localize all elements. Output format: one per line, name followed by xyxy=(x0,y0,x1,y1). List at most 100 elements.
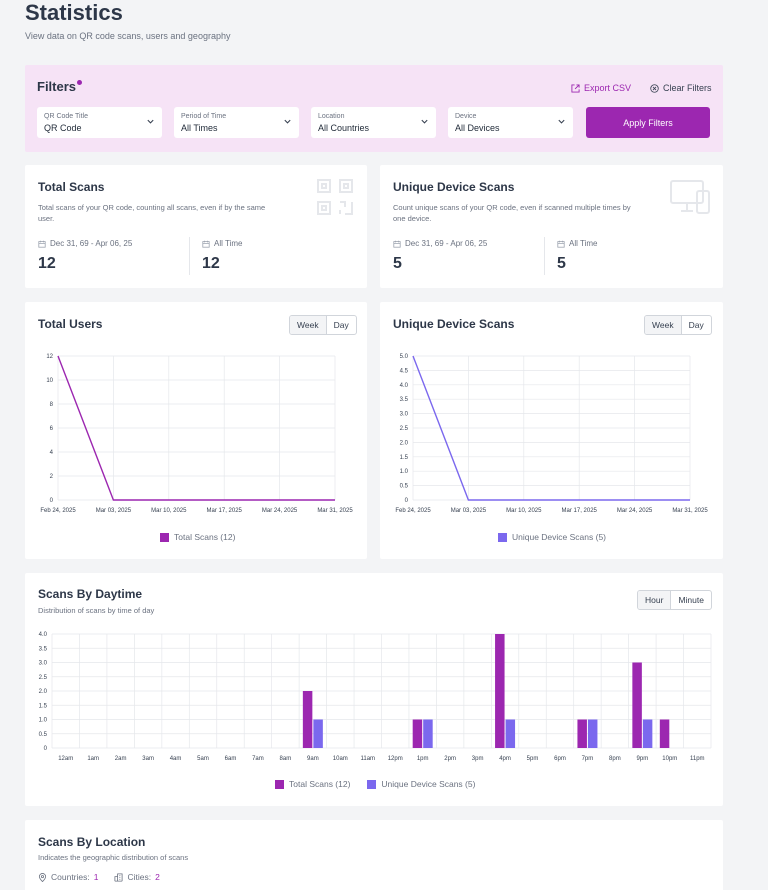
x-tick-label: 11am xyxy=(360,756,375,762)
x-tick-label: Mar 10, 2025 xyxy=(151,508,187,514)
export-csv-link[interactable]: Export CSV xyxy=(571,83,631,93)
bar xyxy=(302,691,313,748)
x-tick-label: 5am xyxy=(197,756,209,762)
calendar-icon xyxy=(38,240,46,248)
x-tick-label: 6pm xyxy=(554,756,566,762)
stat-divider xyxy=(189,237,190,275)
bar xyxy=(505,719,516,748)
x-tick-label: 10pm xyxy=(662,756,677,762)
hour-toggle-button[interactable]: Hour xyxy=(638,591,671,609)
series-line xyxy=(57,355,335,501)
device-select[interactable]: Device All Devices xyxy=(448,107,573,138)
countries-value: 1 xyxy=(93,872,99,882)
y-tick-label: 2.0 xyxy=(39,689,48,695)
x-tick-label: Mar 17, 2025 xyxy=(562,508,598,514)
qr-code-title-select[interactable]: QR Code Title QR Code xyxy=(37,107,162,138)
calendar-icon xyxy=(202,240,210,248)
x-tick-label: 9am xyxy=(307,756,319,762)
countries-label: Countries: xyxy=(51,872,90,882)
page-title: Statistics xyxy=(25,0,123,25)
select-label: Period of Time xyxy=(181,113,227,120)
legend-swatch xyxy=(275,779,284,789)
clear-filters-label: Clear Filters xyxy=(663,83,712,93)
y-tick-label: 3.5 xyxy=(400,397,409,403)
y-tick-label: 0 xyxy=(44,746,48,752)
x-tick-label: 12pm xyxy=(388,756,403,762)
period-of-time-select[interactable]: Period of Time All Times xyxy=(174,107,299,138)
card-title: Unique Device Scans xyxy=(393,180,515,194)
bar xyxy=(587,719,598,748)
x-tick-label: 6am xyxy=(225,756,237,762)
section-subtitle: Indicates the geographic distribution of… xyxy=(38,853,189,862)
all-time-stat-label: All Time xyxy=(557,239,597,248)
y-tick-label: 1.5 xyxy=(400,455,409,461)
x-tick-label: Feb 24, 2025 xyxy=(395,508,431,514)
y-tick-label: 6 xyxy=(50,426,54,432)
bar xyxy=(642,719,653,748)
day-toggle-button[interactable]: Day xyxy=(325,316,356,334)
select-label: QR Code Title xyxy=(44,113,88,120)
y-tick-label: 12 xyxy=(46,354,53,360)
bar xyxy=(659,719,670,748)
apply-filters-button[interactable]: Apply Filters xyxy=(586,107,710,138)
clear-filters-link[interactable]: Clear Filters xyxy=(650,83,712,93)
y-tick-label: 3.5 xyxy=(39,646,48,652)
y-tick-label: 8 xyxy=(50,402,54,408)
filters-title: Filters xyxy=(37,79,77,94)
legend-swatch xyxy=(367,779,377,789)
y-tick-label: 0 xyxy=(405,498,409,504)
week-day-toggle: Week Day xyxy=(644,315,712,335)
export-csv-label: Export CSV xyxy=(584,83,632,93)
filters-panel: Filters Export CSV Clear Filters QR Code… xyxy=(25,65,723,152)
x-tick-label: 1am xyxy=(87,756,99,762)
chart-title: Unique Device Scans xyxy=(393,317,515,331)
chevron-down-icon xyxy=(421,119,428,124)
x-tick-label: 11pm xyxy=(690,756,705,762)
minute-toggle-button[interactable]: Minute xyxy=(670,591,711,609)
date-range-value: 5 xyxy=(393,255,402,272)
x-tick-label: Mar 24, 2025 xyxy=(617,508,653,514)
y-tick-label: 2.5 xyxy=(400,426,409,432)
select-value: All Times xyxy=(181,123,218,133)
y-tick-label: 0 xyxy=(50,498,54,504)
select-value: All Devices xyxy=(455,123,500,133)
card-title: Total Scans xyxy=(38,180,105,194)
chevron-down-icon xyxy=(284,119,291,124)
external-link-icon xyxy=(571,83,580,93)
bar xyxy=(313,719,323,748)
week-toggle-button[interactable]: Week xyxy=(645,316,681,334)
cities-value: 2 xyxy=(155,872,160,882)
city-buildings-icon xyxy=(114,872,123,882)
bar xyxy=(412,719,423,748)
scans-by-daytime-bar-chart: 0 0.5 1.0 1.5 2.0 2.5 3.0 3.5 4.0 12am 1am 2am 3am 4a… xyxy=(39,632,712,762)
location-select[interactable]: Location All Countries xyxy=(311,107,436,138)
unique-device-scans-card: Unique Device Scans Count unique scans o… xyxy=(380,165,723,288)
devices-icon xyxy=(670,180,710,214)
x-tick-label: 3pm xyxy=(472,756,484,762)
legend-swatch xyxy=(160,532,169,542)
clear-circle-icon xyxy=(650,83,659,93)
x-tick-label: 12am xyxy=(58,756,73,762)
day-toggle-button[interactable]: Day xyxy=(680,316,711,334)
x-tick-label: Feb 24, 2025 xyxy=(40,508,76,514)
card-description: Count unique scans of your QR code, even… xyxy=(393,203,631,223)
y-tick-label: 5.0 xyxy=(400,354,409,360)
y-tick-label: 1.0 xyxy=(400,469,409,475)
select-value: All Countries xyxy=(318,123,370,133)
page-subtitle: View data on QR code scans, users and ge… xyxy=(25,31,231,41)
total-users-line-chart: 0 2 4 6 8 10 12 Feb 24, 2025 Mar 03, 2025 Mar 10,… xyxy=(40,354,353,514)
y-tick-label: 1.0 xyxy=(39,718,48,724)
stat-divider xyxy=(544,237,545,275)
x-tick-label: 8am xyxy=(280,756,292,762)
x-tick-label: Mar 10, 2025 xyxy=(506,508,542,514)
y-tick-label: 0.5 xyxy=(400,484,409,490)
all-time-stat-label: All Time xyxy=(202,239,242,248)
legend-label: Total Scans (12) xyxy=(174,532,236,542)
unique-device-scans-chart-card: Unique Device Scans Week Day 0 0.5 1.0 1.5 2… xyxy=(380,302,723,559)
hour-minute-toggle: Hour Minute xyxy=(637,590,712,610)
select-label: Location xyxy=(318,113,345,120)
date-range-text: Dec 31, 69 - Apr 06, 25 xyxy=(50,239,133,248)
total-users-chart-card: Total Users Week Day 0 2 4 6 8 10 12 Feb 24, 20… xyxy=(25,302,367,559)
week-toggle-button[interactable]: Week xyxy=(290,316,326,334)
select-value: QR Code xyxy=(44,123,82,133)
